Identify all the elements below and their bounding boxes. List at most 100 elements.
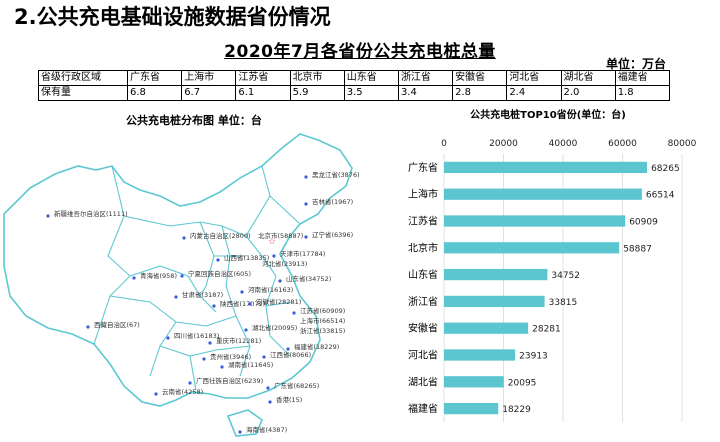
category-label: 湖北省 — [408, 375, 438, 388]
table-cell: 5.9 — [289, 85, 345, 101]
bar — [444, 215, 626, 227]
table-cell: 福建省 — [614, 70, 671, 86]
x-tick-label: 0 — [441, 139, 447, 149]
category-label: 安徽省 — [408, 322, 438, 335]
table-cell: 山东省 — [343, 70, 399, 86]
x-tick-label: 60000 — [608, 139, 637, 149]
bar — [444, 349, 516, 361]
table-cell: 6.1 — [235, 85, 291, 101]
map-label: 广东省(68265) — [274, 381, 319, 390]
data-label: 18229 — [502, 405, 531, 415]
map-label: 河北省(23913) — [262, 259, 307, 268]
category-label: 广东省 — [408, 161, 438, 174]
table-cell: 湖北省 — [560, 70, 616, 86]
page-title: 2020年7月各省份公共充电桩总量 — [224, 42, 496, 62]
x-tick-label: 40000 — [549, 139, 578, 149]
data-label: 58887 — [623, 244, 652, 254]
map-label: 安徽省(28281) — [256, 297, 301, 306]
table-cell: 3.5 — [343, 85, 399, 101]
map-label: 香港(15) — [276, 395, 302, 404]
map-label: 山西省(13835) — [224, 253, 269, 262]
table-cell: 北京市 — [289, 70, 345, 86]
unit-label: 单位：万台 — [605, 57, 666, 71]
map-label: 青海省(958) — [140, 271, 177, 280]
bar — [444, 161, 648, 174]
table-cell: 上海市 — [181, 70, 237, 86]
x-tick-label: 80000 — [668, 139, 697, 149]
table-value-label: 保有量 — [38, 85, 128, 101]
map-label: 上海市(66514) — [300, 316, 345, 325]
map-label: 陕西省(17072) — [220, 299, 265, 308]
table-cell: 6.8 — [126, 85, 183, 101]
map-label: 四川省(16183) — [174, 331, 219, 340]
hainan-outline — [226, 409, 263, 437]
map-label: 浙江省(33815) — [300, 326, 345, 335]
table-cell: 1.8 — [614, 85, 671, 101]
data-label: 28281 — [532, 325, 561, 335]
category-label: 福建省 — [408, 402, 438, 415]
bar — [444, 295, 545, 308]
map-label: 西藏自治区(67) — [94, 320, 140, 329]
category-label: 浙江省 — [408, 295, 438, 308]
map-markers — [46, 175, 308, 434]
map-label: 天津市(17784) — [280, 249, 325, 258]
map-label: 云南省(4258) — [162, 387, 203, 396]
bar — [444, 188, 642, 200]
province-borders — [93, 165, 301, 391]
map-label: 内蒙古自治区(2800) — [190, 231, 251, 240]
map-label: 湖南省(11645) — [228, 360, 273, 369]
map-label: 海南省(4387) — [246, 425, 287, 434]
map-label: 宁夏回族自治区(605) — [188, 269, 251, 278]
table-cell: 安徽省 — [452, 70, 508, 86]
table-header-row: 省级行政区域 广东省 上海市 江苏省 北京市 山东省 浙江省 安徽省 河北省 湖… — [38, 70, 671, 86]
map-label: 河南省(16163) — [248, 285, 293, 294]
map-label: 江西省(8066) — [270, 350, 311, 359]
data-label: 68265 — [651, 164, 680, 174]
china-map: 黑龙江省(3876) 吉林省(1967) 辽宁省(6396) 新疆维吾尔自治区(… — [3, 133, 360, 437]
table-header-label: 省级行政区域 — [38, 70, 128, 86]
category-label: 上海市 — [408, 188, 438, 201]
table-cell: 2.0 — [560, 85, 616, 101]
table-cell: 江苏省 — [235, 70, 291, 86]
bar — [444, 376, 504, 388]
bar — [444, 268, 548, 281]
map-label: 北京市(58887) — [258, 231, 303, 240]
category-label: 北京市 — [408, 241, 438, 254]
map-label: 甘肃省(3187) — [182, 290, 223, 299]
data-label: 34752 — [551, 271, 580, 281]
capital-star-icon: ☆ — [268, 237, 276, 247]
data-label: 23913 — [519, 352, 548, 362]
data-label: 33815 — [549, 298, 578, 308]
data-label: 20095 — [508, 378, 537, 388]
chart-title: 公共充电桩TOP10省份(单位：台) — [470, 108, 626, 121]
table-cell: 2.4 — [506, 85, 562, 101]
map-label: 重庆市(12281) — [216, 336, 261, 345]
category-label: 江苏省 — [408, 215, 438, 228]
bar — [444, 402, 499, 415]
map-label: 贵州省(3946) — [210, 352, 251, 361]
data-label: 66514 — [646, 191, 675, 201]
map-label: 黑龙江省(3876) — [312, 170, 360, 179]
map-labels: 黑龙江省(3876) 吉林省(1967) 辽宁省(6396) 新疆维吾尔自治区(… — [54, 170, 360, 434]
table-cell: 浙江省 — [397, 70, 454, 86]
map-label: 吉林省(1967) — [312, 197, 353, 206]
map-outline — [3, 133, 353, 407]
map-label: 新疆维吾尔自治区(1111) — [54, 209, 128, 218]
table-cell: 2.8 — [452, 85, 508, 101]
map-label: 福建省(18229) — [294, 342, 339, 351]
category-label: 河北省 — [408, 349, 438, 362]
table-value-row: 保有量 6.8 6.7 6.1 5.9 3.5 3.4 2.8 2.4 2.0 … — [38, 85, 671, 101]
bar-chart: 公共充电桩TOP10省份(单位：台) 0 20000 40000 60000 80000… — [408, 108, 697, 422]
category-label: 山东省 — [408, 268, 438, 281]
map-label: 广西壮族自治区(6239) — [196, 376, 263, 385]
section-heading: 2.公共充电基础设施数据省份情况 — [14, 5, 331, 29]
bar — [444, 242, 620, 254]
map-label: 江苏省(60909) — [300, 306, 345, 315]
table-cell: 河北省 — [506, 70, 562, 86]
data-label: 60909 — [629, 218, 658, 228]
map-label: 山东省(34752) — [286, 274, 331, 283]
table-cell: 6.7 — [181, 85, 237, 101]
map-label: 湖北省(20095) — [252, 323, 297, 332]
table-cell: 3.4 — [397, 85, 454, 101]
bar — [444, 322, 529, 334]
